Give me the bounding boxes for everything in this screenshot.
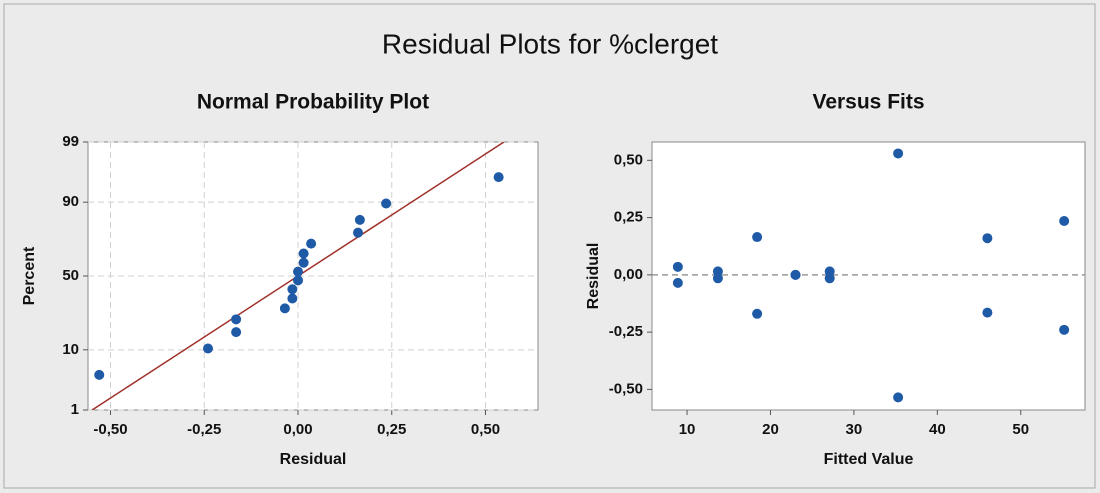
point [1059,324,1070,335]
y-tick-label: -0,50 [609,380,643,397]
x-tick-label: 20 [762,421,779,438]
plot-area [651,141,1086,411]
point [893,148,904,159]
point [893,392,904,403]
panel-title: Versus Fits [812,91,924,114]
y-tick-label: 99 [62,133,79,150]
point [298,257,309,268]
x-tick-label: -0,50 [93,421,127,438]
x-tick-label: -0,25 [187,421,221,438]
x-tick-label: 0,25 [377,421,406,438]
y-tick-label: 10 [62,341,79,358]
point [231,327,242,338]
y-tick-label: 0,00 [614,266,643,283]
point [1059,216,1070,227]
point [287,284,298,295]
main-title: Residual Plots for %clerget [382,28,718,59]
x-tick-label: 0,50 [471,421,500,438]
panel-title: Normal Probability Plot [197,91,429,114]
y-tick-label: -0,25 [609,323,643,340]
point [752,308,763,319]
x-tick-label: 50 [1012,421,1029,438]
point [712,273,723,284]
point [231,314,242,325]
point [672,261,683,272]
point [381,198,392,209]
point [982,233,993,244]
x-tick-label: 10 [679,421,696,438]
y-tick-label: 0,50 [614,151,643,168]
point [287,293,298,304]
x-axis-label: Fitted Value [824,451,914,468]
x-tick-label: 40 [929,421,946,438]
point [306,238,317,249]
point [279,303,290,314]
point [203,343,213,354]
point [94,369,105,380]
x-tick-label: 30 [846,421,863,438]
point [982,307,993,318]
point [293,275,303,286]
y-tick-label: 50 [62,267,79,284]
point [493,172,504,183]
point [824,266,835,277]
y-tick-label: 90 [62,193,79,210]
point [672,277,683,288]
y-axis-label: Residual [585,243,602,310]
point [353,227,363,238]
y-tick-label: 1 [71,401,79,418]
point [354,214,365,225]
point [790,269,801,280]
point [712,266,723,277]
y-tick-label: 0,25 [614,209,643,226]
point [752,232,763,243]
x-axis-label: Residual [280,451,347,468]
y-axis-label: Percent [21,246,38,305]
point [293,266,303,277]
x-tick-label: 0,00 [283,421,312,438]
point [824,273,835,284]
point [298,248,309,259]
